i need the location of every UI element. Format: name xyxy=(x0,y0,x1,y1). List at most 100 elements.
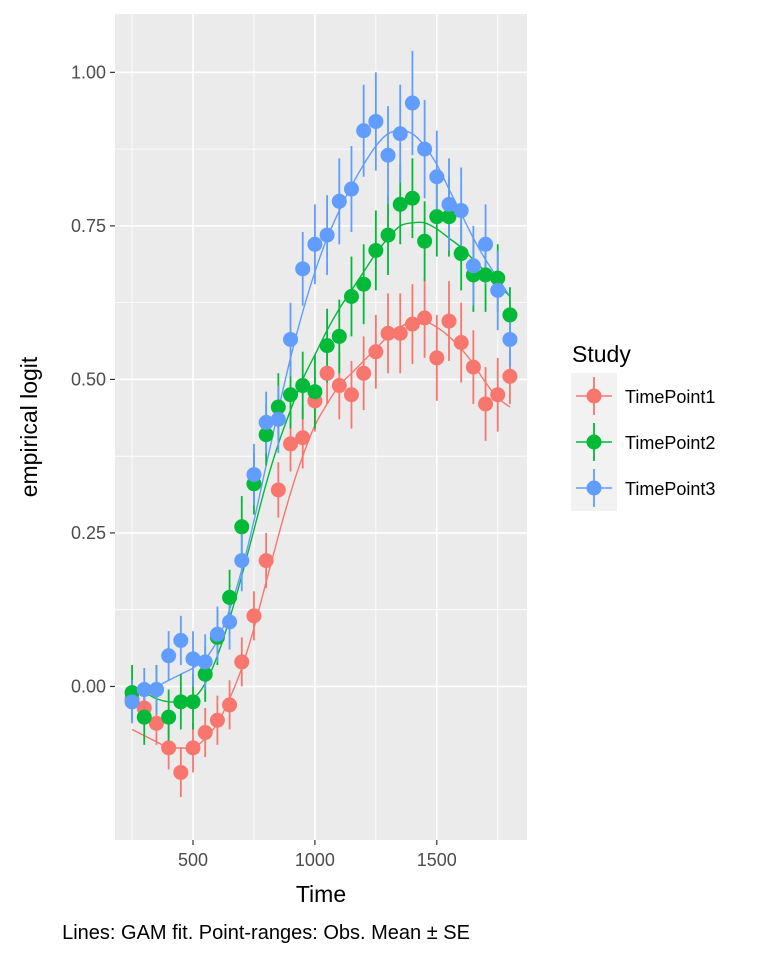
point-timepoint2 xyxy=(185,694,201,710)
point-timepoint1 xyxy=(295,430,311,446)
x-axis: 500 1000 1500 xyxy=(178,840,457,870)
point-timepoint1 xyxy=(478,396,494,412)
point-timepoint1 xyxy=(185,740,201,756)
point-timepoint3 xyxy=(429,169,445,185)
point-timepoint3 xyxy=(343,181,359,197)
point-timepoint3 xyxy=(209,626,225,642)
point-timepoint2 xyxy=(222,589,238,605)
point-timepoint2 xyxy=(429,209,445,225)
point-timepoint3 xyxy=(502,331,518,347)
point-timepoint2 xyxy=(441,209,457,225)
point-timepoint3 xyxy=(465,258,481,274)
point-timepoint2 xyxy=(453,246,469,262)
point-timepoint3 xyxy=(161,648,177,664)
legend-title: Study xyxy=(572,341,631,367)
point-timepoint1 xyxy=(392,325,408,341)
point-timepoint2 xyxy=(343,288,359,304)
point-timepoint2 xyxy=(234,519,250,535)
point-timepoint1 xyxy=(343,387,359,403)
point-timepoint1 xyxy=(246,608,262,624)
y-axis: 0.00 0.25 0.50 0.75 1.00 xyxy=(71,62,115,696)
point-timepoint3 xyxy=(246,467,262,483)
x-tick-label: 1500 xyxy=(417,850,457,870)
point-timepoint1 xyxy=(148,715,164,731)
legend-label-timepoint2: TimePoint2 xyxy=(625,433,715,453)
legend-key-point xyxy=(586,434,602,450)
point-timepoint2 xyxy=(380,227,396,243)
point-timepoint3 xyxy=(173,632,189,648)
legend-label-timepoint1: TimePoint1 xyxy=(625,387,715,407)
point-timepoint3 xyxy=(380,147,396,163)
point-timepoint3 xyxy=(392,126,408,142)
point-timepoint3 xyxy=(148,682,164,698)
point-timepoint2 xyxy=(258,427,274,443)
point-timepoint1 xyxy=(380,325,396,341)
point-timepoint2 xyxy=(295,378,311,394)
point-timepoint1 xyxy=(258,553,274,569)
point-timepoint2 xyxy=(368,242,384,258)
y-tick-label: 0.25 xyxy=(71,523,106,543)
plot-panel xyxy=(115,14,527,840)
point-timepoint3 xyxy=(197,654,213,670)
point-timepoint2 xyxy=(417,233,433,249)
point-timepoint1 xyxy=(502,368,518,384)
x-axis-title: Time xyxy=(296,881,346,907)
point-timepoint3 xyxy=(404,95,420,111)
point-timepoint2 xyxy=(136,709,152,725)
point-timepoint1 xyxy=(490,387,506,403)
point-timepoint2 xyxy=(490,270,506,286)
point-timepoint2 xyxy=(283,387,299,403)
point-timepoint1 xyxy=(197,725,213,741)
point-timepoint1 xyxy=(283,436,299,452)
point-timepoint2 xyxy=(404,190,420,206)
y-tick-label: 0.50 xyxy=(71,369,106,389)
point-timepoint2 xyxy=(319,338,335,354)
point-timepoint3 xyxy=(258,414,274,430)
point-timepoint3 xyxy=(295,261,311,277)
point-timepoint2 xyxy=(270,399,286,415)
point-timepoint1 xyxy=(429,350,445,366)
legend-key-point xyxy=(586,480,602,496)
point-timepoint3 xyxy=(453,203,469,219)
point-timepoint2 xyxy=(307,384,323,400)
point-timepoint1 xyxy=(161,740,177,756)
point-timepoint2 xyxy=(331,328,347,344)
fit-line-timepoint3 xyxy=(131,129,511,700)
point-timepoint3 xyxy=(124,694,140,710)
y-tick-label: 1.00 xyxy=(71,62,106,82)
y-tick-label: 0.00 xyxy=(71,676,106,696)
point-timepoint3 xyxy=(283,331,299,347)
legend-key-point xyxy=(586,388,602,404)
point-timepoint3 xyxy=(136,682,152,698)
point-timepoint2 xyxy=(392,196,408,212)
point-timepoint3 xyxy=(307,236,323,252)
point-timepoint1 xyxy=(441,313,457,329)
point-timepoint2 xyxy=(502,307,518,323)
point-timepoint1 xyxy=(368,344,384,360)
point-timepoint3 xyxy=(356,123,372,139)
point-timepoint3 xyxy=(234,553,250,569)
point-timepoint3 xyxy=(222,614,238,630)
point-timepoint1 xyxy=(331,378,347,394)
point-timepoint1 xyxy=(270,482,286,498)
point-timepoint3 xyxy=(478,236,494,252)
x-tick-label: 1000 xyxy=(295,850,335,870)
x-tick-label: 500 xyxy=(178,850,208,870)
point-timepoint3 xyxy=(368,113,384,129)
point-timepoint1 xyxy=(404,316,420,332)
point-timepoint1 xyxy=(453,335,469,351)
point-timepoint1 xyxy=(356,365,372,381)
point-timepoint3 xyxy=(417,141,433,157)
legend-label-timepoint3: TimePoint3 xyxy=(625,479,715,499)
point-timepoint1 xyxy=(417,310,433,326)
point-timepoint2 xyxy=(173,694,189,710)
legend: Study TimePoint1 TimePoint2 TimePoint3 xyxy=(571,341,715,511)
point-timepoint3 xyxy=(490,282,506,298)
point-timepoint3 xyxy=(270,411,286,427)
point-timepoint1 xyxy=(173,764,189,780)
caption: Lines: GAM fit. Point-ranges: Obs. Mean … xyxy=(62,922,470,944)
point-timepoint3 xyxy=(185,651,201,667)
point-timepoint3 xyxy=(319,227,335,243)
mean-points xyxy=(124,95,518,780)
y-axis-title: empirical logit xyxy=(16,356,42,497)
